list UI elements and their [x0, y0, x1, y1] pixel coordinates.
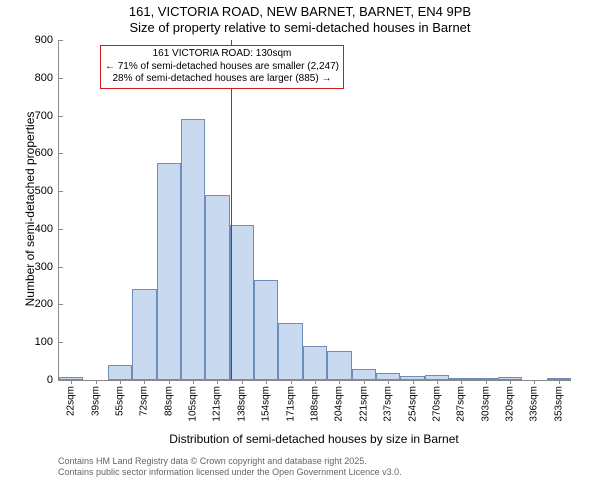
caption-line2: Contains public sector information licen…: [58, 467, 402, 478]
title-line1: 161, VICTORIA ROAD, NEW BARNET, BARNET, …: [0, 4, 600, 20]
y-axis-label: Number of semi-detached properties: [23, 109, 37, 309]
source-caption: Contains HM Land Registry data © Crown c…: [58, 456, 402, 479]
y-tick: 800: [35, 72, 59, 84]
histogram-bar: [132, 289, 156, 380]
annotation-line: 28% of semi-detached houses are larger (…: [105, 73, 339, 86]
histogram-bar: [230, 225, 254, 380]
histogram-bar: [303, 346, 327, 380]
title-line2: Size of property relative to semi-detach…: [0, 20, 600, 36]
histogram-bar: [352, 369, 376, 380]
reference-line: [231, 40, 232, 380]
histogram-bar: [205, 195, 229, 380]
y-tick: 600: [35, 147, 59, 159]
chart-container: 161, VICTORIA ROAD, NEW BARNET, BARNET, …: [0, 0, 600, 500]
histogram-bar: [254, 280, 278, 380]
histogram-bar: [327, 351, 351, 380]
y-tick: 900: [35, 34, 59, 46]
annotation-line: 161 VICTORIA ROAD: 130sqm: [105, 48, 339, 61]
caption-line1: Contains HM Land Registry data © Crown c…: [58, 456, 402, 467]
x-axis-label: Distribution of semi-detached houses by …: [58, 432, 570, 446]
y-tick: 400: [35, 223, 59, 235]
histogram-bar: [181, 119, 205, 380]
y-tick: 100: [35, 336, 59, 348]
plot-area: 010020030040050060070080090022sqm39sqm55…: [58, 40, 571, 381]
histogram-bar: [376, 373, 400, 380]
annotation-box: 161 VICTORIA ROAD: 130sqm← 71% of semi-d…: [100, 45, 344, 89]
histogram-bar: [278, 323, 302, 380]
annotation-line: ← 71% of semi-detached houses are smalle…: [105, 61, 339, 74]
y-tick: 300: [35, 261, 59, 273]
y-tick: 500: [35, 185, 59, 197]
chart-title: 161, VICTORIA ROAD, NEW BARNET, BARNET, …: [0, 0, 600, 35]
histogram-bar: [157, 163, 181, 380]
y-tick: 700: [35, 110, 59, 122]
histogram-bar: [108, 365, 132, 380]
y-tick: 0: [47, 374, 59, 386]
y-tick: 200: [35, 298, 59, 310]
